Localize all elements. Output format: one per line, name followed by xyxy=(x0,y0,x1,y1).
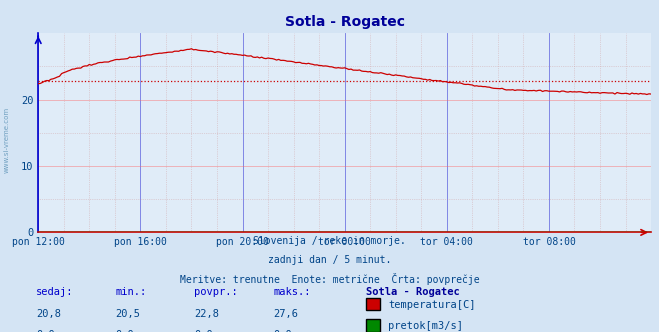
Text: pretok[m3/s]: pretok[m3/s] xyxy=(388,321,463,331)
Text: min.:: min.: xyxy=(115,287,146,297)
Text: 0,0: 0,0 xyxy=(273,330,292,332)
Text: 0,0: 0,0 xyxy=(115,330,134,332)
Text: sedaj:: sedaj: xyxy=(36,287,74,297)
Text: 27,6: 27,6 xyxy=(273,309,299,319)
Text: zadnji dan / 5 minut.: zadnji dan / 5 minut. xyxy=(268,255,391,265)
Title: Sotla - Rogatec: Sotla - Rogatec xyxy=(285,15,405,29)
Text: 22,8: 22,8 xyxy=(194,309,219,319)
Text: www.si-vreme.com: www.si-vreme.com xyxy=(3,106,10,173)
Text: Slovenija / reke in morje.: Slovenija / reke in morje. xyxy=(253,236,406,246)
Text: Meritve: trenutne  Enote: metrične  Črta: povprečje: Meritve: trenutne Enote: metrične Črta: … xyxy=(180,273,479,285)
Text: povpr.:: povpr.: xyxy=(194,287,238,297)
Text: 0,0: 0,0 xyxy=(36,330,55,332)
Text: 0,0: 0,0 xyxy=(194,330,213,332)
Text: temperatura[C]: temperatura[C] xyxy=(388,300,476,310)
Text: 20,5: 20,5 xyxy=(115,309,140,319)
Text: 20,8: 20,8 xyxy=(36,309,61,319)
Text: Sotla - Rogatec: Sotla - Rogatec xyxy=(366,287,459,297)
Text: maks.:: maks.: xyxy=(273,287,311,297)
